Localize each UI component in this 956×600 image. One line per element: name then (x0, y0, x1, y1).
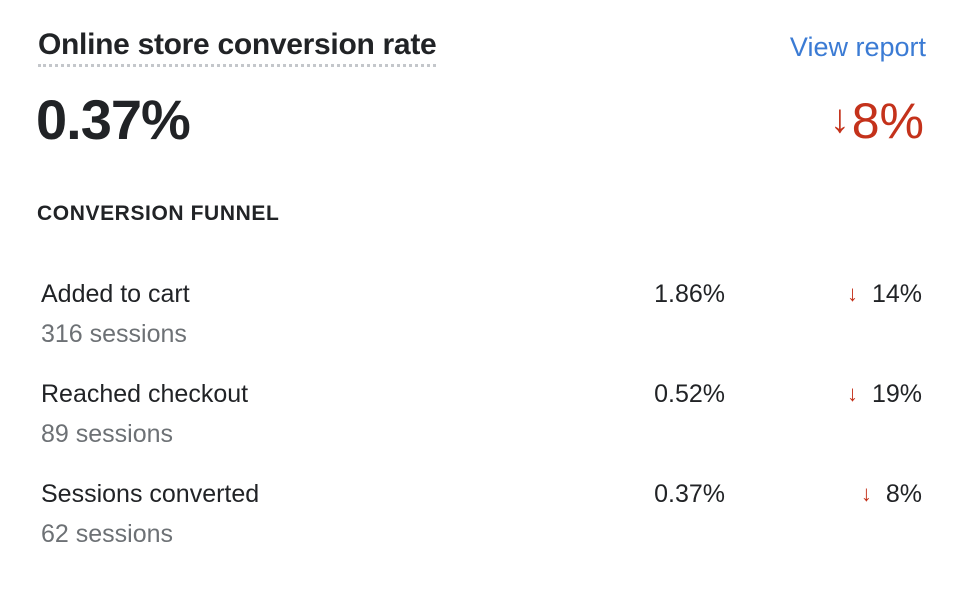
arrow-down-icon: ↓ (846, 381, 858, 406)
funnel-step-change: ↓ 8% (861, 478, 922, 510)
funnel-step-change-value: 14% (871, 280, 922, 308)
view-report-link[interactable]: View report (789, 32, 926, 62)
funnel-step-change-value: 19% (871, 380, 922, 408)
conversion-funnel-heading: CONVERSION FUNNEL (37, 202, 280, 225)
arrow-down-icon: ↓ (860, 481, 872, 506)
funnel-step-rate: 0.52% (654, 380, 725, 408)
funnel-step-sessions: 89 sessions (41, 420, 174, 448)
conversion-rate-value: 0.37% (36, 88, 191, 151)
arrow-down-icon: ↓ (829, 97, 850, 141)
funnel-step-rate: 1.86% (654, 280, 725, 308)
funnel-step-change: ↓ 14% (847, 278, 922, 310)
funnel-step-change: ↓ 19% (847, 378, 922, 410)
funnel-row-sessions-converted: Sessions converted 62 sessions 0.37% ↓ 8… (41, 478, 922, 558)
funnel-step-sessions: 62 sessions (41, 520, 174, 548)
funnel-step-name: Sessions converted (41, 480, 260, 508)
funnel-step-change-value: 8% (885, 480, 922, 508)
funnel-step-sessions: 316 sessions (41, 320, 187, 348)
conversion-rate-change-value: 8% (851, 93, 924, 149)
card-title[interactable]: Online store conversion rate (38, 26, 437, 67)
arrow-down-icon: ↓ (846, 281, 858, 306)
funnel-step-name: Added to cart (41, 280, 190, 308)
funnel-step-name: Reached checkout (41, 380, 249, 408)
funnel-row-added-to-cart: Added to cart 316 sessions 1.86% ↓ 14% (41, 278, 922, 358)
conversion-rate-change: ↓ 8% (830, 90, 924, 152)
funnel-step-rate: 0.37% (654, 480, 725, 508)
funnel-row-reached-checkout: Reached checkout 89 sessions 0.52% ↓ 19% (41, 378, 922, 458)
